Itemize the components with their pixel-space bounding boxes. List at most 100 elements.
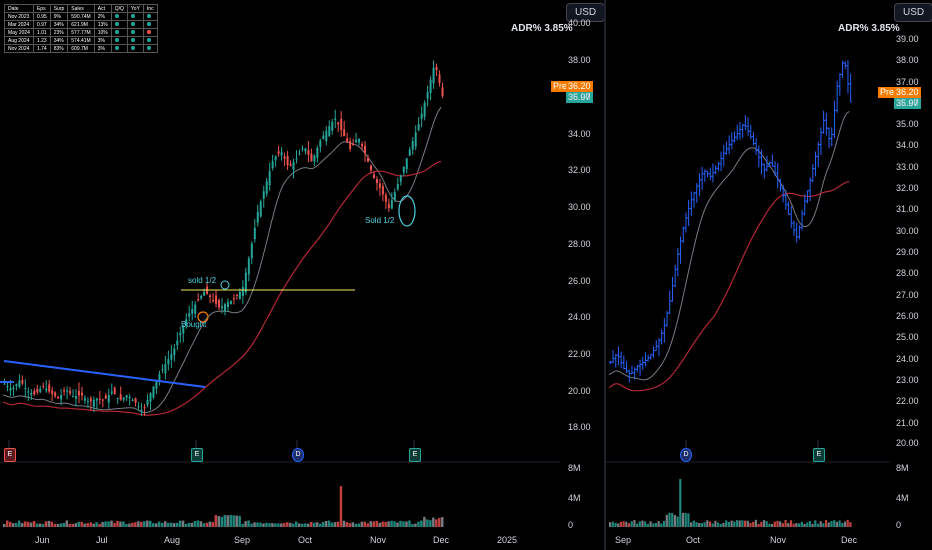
volume-bar bbox=[202, 523, 206, 527]
volume-bar bbox=[339, 486, 343, 527]
candle-body bbox=[405, 158, 408, 170]
candle-body bbox=[9, 388, 12, 391]
volume-bar bbox=[17, 520, 21, 527]
price-tick: 38.00 bbox=[896, 55, 919, 65]
volume-bar bbox=[725, 520, 728, 527]
candle-body bbox=[301, 148, 304, 150]
candle-body bbox=[83, 398, 86, 401]
left-price-axis[interactable]: 40.00 38.00 36.00 34.00 32.00 30.00 28.0… bbox=[560, 0, 604, 440]
volume-bar bbox=[690, 522, 693, 527]
volume-bar bbox=[741, 520, 744, 527]
volume-bar bbox=[169, 522, 173, 527]
downtrend-line bbox=[3, 360, 206, 388]
status-dot-icon bbox=[114, 13, 119, 18]
earnings-badge-icon[interactable]: E bbox=[409, 448, 421, 462]
time-label: Dec bbox=[433, 535, 450, 545]
earnings-badge-icon[interactable]: E bbox=[191, 448, 203, 462]
left-chart-pane[interactable]: Date Eps Surp Sales Act Q/Q YoY Inc Nov … bbox=[0, 0, 606, 550]
candle-body bbox=[402, 166, 405, 173]
candle-body bbox=[42, 385, 45, 387]
adr-value: 3.85% bbox=[544, 23, 573, 34]
volume-tick: 0 bbox=[896, 520, 902, 530]
moving-average-fast-line bbox=[2, 106, 442, 414]
premarket-label: Pre bbox=[551, 81, 570, 92]
candle-body bbox=[131, 399, 134, 401]
volume-bar bbox=[286, 522, 289, 527]
volume-bar bbox=[295, 521, 298, 527]
status-dot-icon bbox=[146, 13, 151, 18]
candle-body bbox=[6, 385, 9, 387]
stats-row: Nov 2023 0.95 9% 590.74M 2% bbox=[4, 12, 158, 21]
earnings-badge-icon[interactable]: E bbox=[4, 448, 16, 462]
right-chart-canvas[interactable] bbox=[606, 0, 932, 550]
candle-body bbox=[337, 122, 340, 125]
price-tick: 30.00 bbox=[568, 202, 591, 212]
candle-body bbox=[24, 387, 27, 389]
candle-body bbox=[349, 141, 352, 149]
candle-body bbox=[390, 200, 393, 209]
annotation-sold-half-second: Sold 1/2 bbox=[365, 216, 395, 225]
candle-body bbox=[200, 295, 203, 299]
volume-bar bbox=[617, 523, 620, 527]
volume-bar bbox=[184, 523, 188, 527]
volume-bar bbox=[256, 522, 259, 527]
volume-bar bbox=[268, 523, 271, 527]
candle-body bbox=[161, 369, 164, 371]
volume-bar bbox=[187, 522, 191, 527]
status-dot-icon bbox=[130, 21, 135, 26]
right-time-axis[interactable]: Sep Oct Nov Dec bbox=[606, 532, 890, 550]
candle-body bbox=[292, 162, 295, 170]
volume-bar bbox=[378, 522, 381, 527]
candle-body bbox=[104, 395, 107, 399]
candle-body bbox=[122, 397, 125, 400]
stats-row: Aug 2024 1.23 34% 574.41M 3% bbox=[4, 36, 158, 45]
candle-body bbox=[80, 392, 83, 396]
volume-bar bbox=[649, 521, 652, 527]
volume-bar bbox=[354, 523, 358, 527]
volume-bar bbox=[5, 520, 9, 527]
volume-bar bbox=[700, 523, 703, 527]
volume-bar bbox=[321, 521, 325, 527]
stats-cell: 3% bbox=[93, 44, 112, 53]
currency-button[interactable]: USD bbox=[894, 3, 932, 22]
volume-bar bbox=[838, 520, 841, 527]
price-tick: 24.00 bbox=[568, 312, 591, 322]
left-time-axis[interactable]: Jun Jul Aug Sep Oct Nov Dec 2025 bbox=[0, 532, 560, 550]
pane-divider[interactable] bbox=[604, 0, 606, 550]
volume-bar bbox=[408, 520, 411, 527]
stats-cell: 577.77M bbox=[67, 28, 95, 37]
volume-bar bbox=[89, 522, 92, 527]
candle-body bbox=[232, 298, 235, 300]
candle-body bbox=[12, 387, 15, 389]
volume-bar bbox=[375, 520, 378, 527]
volume-bar bbox=[402, 521, 405, 527]
volume-bar bbox=[423, 516, 426, 527]
volume-bar bbox=[827, 522, 830, 527]
volume-bar bbox=[803, 523, 806, 527]
volume-bar bbox=[247, 520, 250, 527]
volume-bar bbox=[86, 523, 89, 527]
volume-bar bbox=[387, 521, 390, 527]
volume-bar bbox=[684, 513, 687, 527]
earnings-badge-icon[interactable]: E bbox=[813, 448, 825, 462]
dividend-badge-icon[interactable]: D bbox=[680, 448, 692, 462]
candle-body bbox=[414, 132, 417, 147]
candle-body bbox=[313, 155, 316, 162]
candle-body bbox=[381, 186, 384, 195]
candle-body bbox=[432, 67, 435, 84]
stats-dot-cell bbox=[142, 28, 158, 37]
volume-bar bbox=[614, 522, 617, 527]
volume-tick: 8M bbox=[896, 463, 909, 473]
volume-bar bbox=[297, 523, 301, 527]
right-price-axis[interactable]: 39.00 38.00 37.00 36.00 35.00 34.00 33.0… bbox=[890, 0, 932, 448]
volume-bar bbox=[238, 515, 241, 527]
price-tick: 26.00 bbox=[568, 276, 591, 286]
left-chart-canvas[interactable] bbox=[0, 0, 604, 550]
candle-body bbox=[27, 391, 30, 393]
dividend-badge-icon[interactable]: D bbox=[292, 448, 304, 462]
candle-body bbox=[235, 294, 238, 297]
right-chart-pane[interactable]: USD ADR% 3.85% Pre 36.20 35.97 D E 39.00… bbox=[606, 0, 932, 550]
stats-header-surp: Surp bbox=[49, 4, 69, 13]
volume-bar bbox=[746, 520, 749, 527]
candle-body bbox=[89, 398, 92, 402]
